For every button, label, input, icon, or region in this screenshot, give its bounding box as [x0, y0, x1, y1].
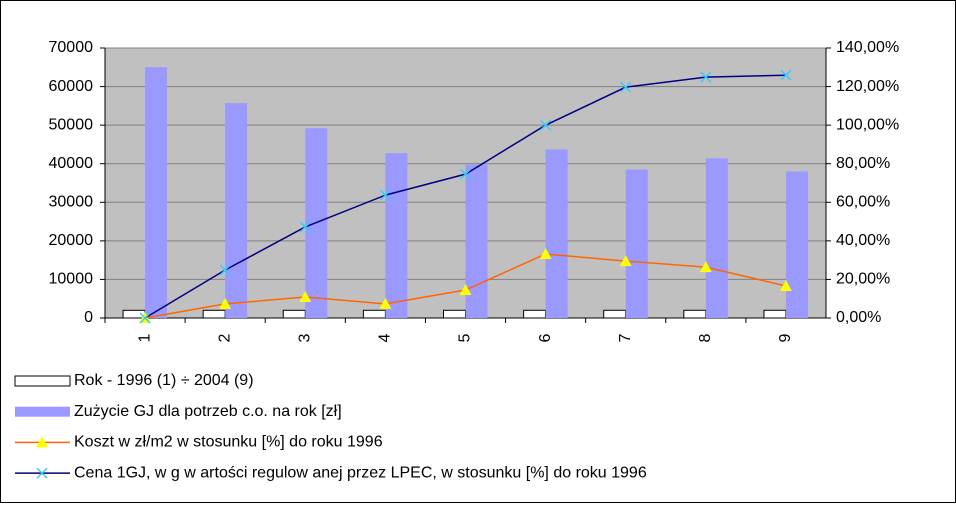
bar	[763, 309, 787, 319]
line-marker	[299, 290, 312, 302]
bar	[465, 164, 488, 318]
line-marker	[699, 261, 712, 273]
x-tick-label: 7	[617, 333, 634, 342]
line-marker	[219, 297, 232, 309]
y-tick-label: 30000	[49, 194, 94, 211]
bar	[362, 309, 386, 319]
line-marker	[139, 312, 151, 324]
y-tick-label: 10000	[49, 271, 94, 288]
bar	[443, 309, 466, 319]
bar	[282, 309, 306, 319]
bar	[202, 309, 226, 319]
x-tick-label: 3	[296, 333, 313, 342]
legend-swatch	[14, 375, 71, 387]
x-tick-label: 8	[697, 333, 714, 342]
line-marker	[379, 297, 392, 309]
y-tick-label: 60000	[49, 78, 94, 95]
line-marker	[219, 264, 231, 276]
line-marker	[780, 69, 792, 81]
line-marker	[36, 467, 48, 479]
x-tick-label: 4	[377, 333, 394, 342]
line-marker	[36, 436, 48, 448]
bar	[625, 169, 648, 318]
line-marker	[540, 119, 552, 131]
bar	[385, 153, 408, 318]
line-marker	[459, 168, 472, 180]
bar	[225, 103, 248, 319]
bar	[683, 309, 707, 319]
y2-tick-label: 20,00%	[836, 271, 890, 288]
y2-tick-label: 120,00%	[836, 78, 899, 95]
line-marker	[700, 71, 712, 83]
line-marker	[619, 255, 632, 267]
y2-tick-label: 40,00%	[836, 232, 890, 249]
y2-tick-label: 140,00%	[836, 39, 899, 56]
y2-tick-label: 80,00%	[836, 155, 890, 172]
line-marker	[459, 284, 472, 296]
line-marker	[299, 221, 311, 233]
bar	[785, 171, 808, 318]
y-tick-label: 0	[84, 309, 93, 326]
y2-tick-label: 0,00%	[836, 309, 881, 326]
x-tick-label: 5	[457, 333, 474, 342]
bar	[545, 149, 568, 318]
x-tick-label: 2	[216, 333, 233, 342]
line-marker	[379, 189, 391, 201]
y-tick-label: 40000	[49, 155, 94, 172]
y2-tick-label: 60,00%	[836, 194, 890, 211]
y-tick-label: 70000	[49, 39, 94, 56]
bar	[523, 309, 547, 319]
y2-tick-label: 100,00%	[836, 116, 899, 133]
y-tick-label: 50000	[49, 116, 94, 133]
line-marker	[620, 81, 632, 93]
legend-label: Koszt w zł/m2 w stosunku [%] do roku 199…	[74, 434, 383, 451]
x-tick-label: 6	[537, 333, 554, 342]
y-tick-label: 20000	[49, 232, 94, 249]
x-tick-label: 9	[777, 333, 794, 342]
legend-label: Cena 1GJ, w g w artości regulow anej prz…	[74, 464, 647, 481]
line-marker	[539, 247, 552, 259]
legend-label: Zużycie GJ dla potrzeb c.o. na rok [zł]	[74, 403, 342, 420]
bar	[603, 309, 627, 319]
bar	[705, 158, 728, 318]
x-tick-label: 1	[136, 333, 153, 342]
legend-swatch	[15, 406, 70, 417]
line-marker	[779, 279, 792, 291]
bar	[145, 67, 168, 319]
legend-label: Rok - 1996 (1) ÷ 2004 (9)	[74, 372, 254, 389]
